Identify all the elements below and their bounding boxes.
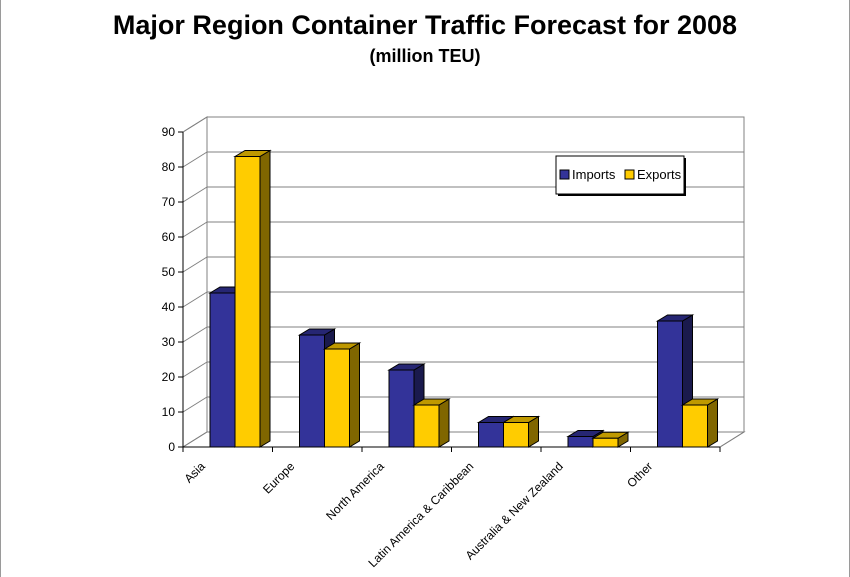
legend-swatch: [624, 169, 635, 180]
gridline-side: [182, 116, 208, 133]
gridline-side: [182, 396, 208, 413]
bar-imports: [657, 320, 683, 448]
x-tick-label: Europe: [260, 459, 297, 496]
gridline-side: [182, 151, 208, 168]
y-tick-label: 50: [162, 265, 176, 279]
bar-exports: [234, 156, 261, 448]
gridline-side: [182, 221, 208, 238]
bar-imports: [567, 436, 594, 448]
y-tick-label: 10: [162, 405, 176, 419]
x-axis-depth: [719, 431, 745, 448]
legend-label: Exports: [637, 167, 682, 182]
y-tick-label: 20: [162, 370, 176, 384]
gridline-side: [182, 326, 208, 343]
frame-left-border: [0, 0, 1, 577]
side-wall: [182, 116, 208, 448]
legend-box: [555, 155, 685, 195]
legend: Imports Exports: [555, 155, 686, 196]
gridlines: [182, 116, 744, 448]
bar-side-exports: [349, 342, 360, 448]
gridline-side: [182, 256, 208, 273]
bar-exports: [682, 404, 708, 448]
bar-exports: [413, 404, 440, 448]
bar-imports: [388, 369, 415, 448]
bar-side-exports: [259, 149, 271, 448]
x-tick-label: Other: [624, 459, 655, 490]
bar-imports: [478, 422, 504, 448]
bar-imports: [209, 292, 236, 448]
bar-exports: [324, 348, 350, 448]
legend-swatch: [559, 169, 570, 180]
y-tick-label: 60: [162, 230, 176, 244]
bar-side-exports: [438, 398, 450, 448]
x-tick-label: North America: [323, 459, 387, 523]
x-tick-label: Australia & New Zealand: [463, 459, 566, 562]
gridline-side: [182, 291, 208, 308]
bar-side-exports: [707, 398, 718, 448]
bar-imports: [299, 334, 325, 448]
y-tick-label: 0: [168, 440, 175, 454]
y-tick-label: 30: [162, 335, 176, 349]
gridline-side: [182, 186, 208, 203]
axes: [178, 131, 745, 452]
x-tick-label: Latin America & Caribbean: [366, 459, 477, 570]
bars: [208, 149, 720, 448]
x-tick-label: Asia: [181, 459, 208, 486]
bar-exports: [503, 422, 529, 448]
y-tick-label: 70: [162, 195, 176, 209]
gridline-side: [182, 431, 208, 448]
gridline-side: [182, 361, 208, 378]
chart-subtitle: (million TEU): [369, 46, 481, 66]
bar-exports: [592, 437, 619, 448]
y-tick-label: 90: [162, 125, 176, 139]
y-tick-label: 80: [162, 160, 176, 174]
y-tick-label: 40: [162, 300, 176, 314]
legend-label: Imports: [572, 167, 616, 182]
chart-title: Major Region Container Traffic Forecast …: [112, 10, 738, 40]
